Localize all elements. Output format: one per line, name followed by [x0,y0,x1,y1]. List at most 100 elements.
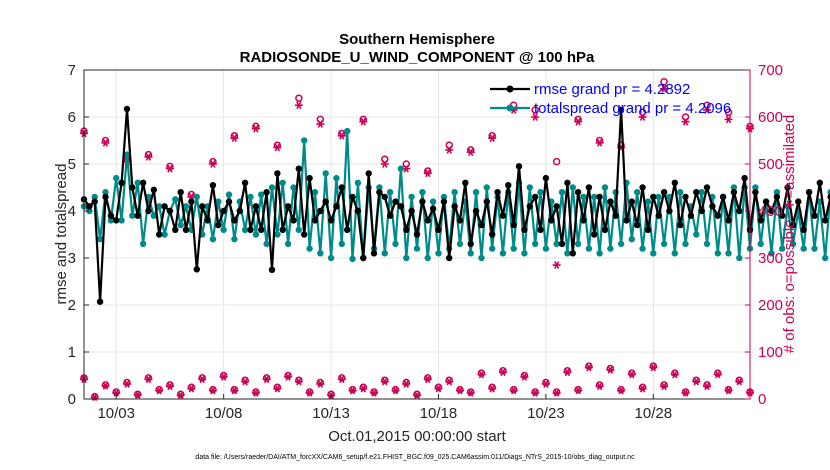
totalspread-point [279,179,286,186]
obs-low-assimilated-point-stroke [725,386,732,395]
rmse-point [580,217,587,224]
obs-assimilated-point [230,134,239,143]
obs-possible-point [703,101,711,109]
totalspread-point [161,231,168,238]
rmse-point [494,189,501,196]
totalspread-point [397,165,405,172]
rmse-point [703,184,711,191]
obs-low-possible-point [617,385,625,394]
obs-low-assimilated-point-stroke [618,386,624,395]
obs-low-assimilated-point-stroke [543,380,549,388]
rmse-point [241,179,249,186]
obs-assimilated-point [574,117,583,126]
obs-assimilated-point-stroke [403,164,409,173]
totalspread-point [752,184,759,191]
obs-low-assimilated-point [262,375,271,384]
obs-possible-point [552,157,561,166]
obs-low-assimilated-point [563,368,572,377]
obs-low-assimilated-point [627,370,636,379]
obs-assimilated-point-stroke [532,113,538,121]
rmse-point [714,212,721,219]
totalspread-point [107,217,115,224]
obs-assimilated-point-stroke [446,146,452,154]
y-axis-label-right: # of obs: o=possible; ∗=assimilated [781,115,798,354]
rmse-point [591,231,598,238]
rmse-point [134,212,141,219]
rmse-point [327,217,335,224]
obs-low-assimilated-point [284,373,293,381]
totalspread-point [580,193,587,201]
rmse-point [268,266,276,273]
totalspread-point [671,250,678,257]
obs-possible-point [724,108,733,117]
totalspread-point [532,240,539,248]
obs-low-assimilated-point [423,375,432,384]
obs-low-assimilated-point-stroke [382,377,388,386]
y-tick-label-right: 500 [758,156,783,173]
totalspread-point [714,250,721,257]
obs-assimilated-point-stroke [296,101,302,110]
rmse-point [585,184,593,191]
x-tick-label: 10/28 [635,405,673,422]
obs-low-assimilated-point [445,377,454,386]
totalspread-point [585,245,593,252]
totalspread-point [429,198,437,205]
y-axis-label-left: rmse and totalspread [53,164,70,305]
totalspread-point [822,254,829,262]
obs-assimilated-point-stroke [210,160,216,168]
totalspread-point [435,250,442,257]
obs-low-assimilated-point [617,386,626,395]
totalspread-point [607,245,614,252]
totalspread-point [768,250,775,257]
obs-low-assimilated-point-stroke [682,389,689,397]
totalspread-point [381,250,388,257]
totalspread-point [569,184,576,191]
rmse-point [386,212,394,219]
obs-assimilated-point-stroke [339,131,345,140]
obs-possible-point [381,155,389,164]
obs-low-possible-point [466,388,475,396]
obs-low-assimilated-point [112,389,121,397]
rmse-point [322,198,329,205]
obs-low-assimilated-point [359,384,368,393]
obs-low-assimilated-point-stroke [102,381,109,390]
totalspread-point [440,193,448,201]
y-tick-label-right: 200 [758,297,783,314]
rmse-point [365,170,372,177]
rmse-point [317,207,324,215]
totalspread-point [403,254,410,262]
totalspread-point [317,250,324,257]
obs-low-possible-point [456,385,464,394]
obs-low-assimilated-point-stroke [435,384,442,393]
totalspread-point [644,198,652,205]
obs-assimilated-point [316,120,325,128]
y-tick-label-right: 0 [758,391,766,408]
obs-assimilated-point-stroke [468,148,474,157]
rmse-point [118,179,125,186]
obs-low-assimilated-point [703,382,712,391]
rmse-point [483,198,490,205]
rmse-point [816,179,823,186]
obs-low-assimilated-point-stroke [306,389,313,397]
rmse-point [435,226,442,233]
obs-low-possible-point [305,388,314,396]
obs-low-possible-point [413,390,421,399]
rmse-point [607,198,614,205]
obs-assimilated-point [681,117,690,126]
rmse-point [709,203,716,210]
rmse-point [258,226,265,233]
rmse-point [403,226,410,233]
obs-low-assimilated-point [477,370,486,379]
obs-low-possible-point [724,385,733,394]
rmse-point [252,203,260,210]
obs-low-assimilated-point [488,384,497,393]
rmse-point [123,105,131,113]
totalspread-point [338,240,345,248]
rmse-point [730,189,738,196]
obs-low-assimilated-point-stroke [285,373,291,381]
rmse-point [209,182,217,189]
obs-low-assimilated-point-stroke [317,380,324,388]
obs-low-assimilated-point [337,375,346,384]
totalspread-point [177,221,184,229]
rmse-layer [80,105,830,305]
